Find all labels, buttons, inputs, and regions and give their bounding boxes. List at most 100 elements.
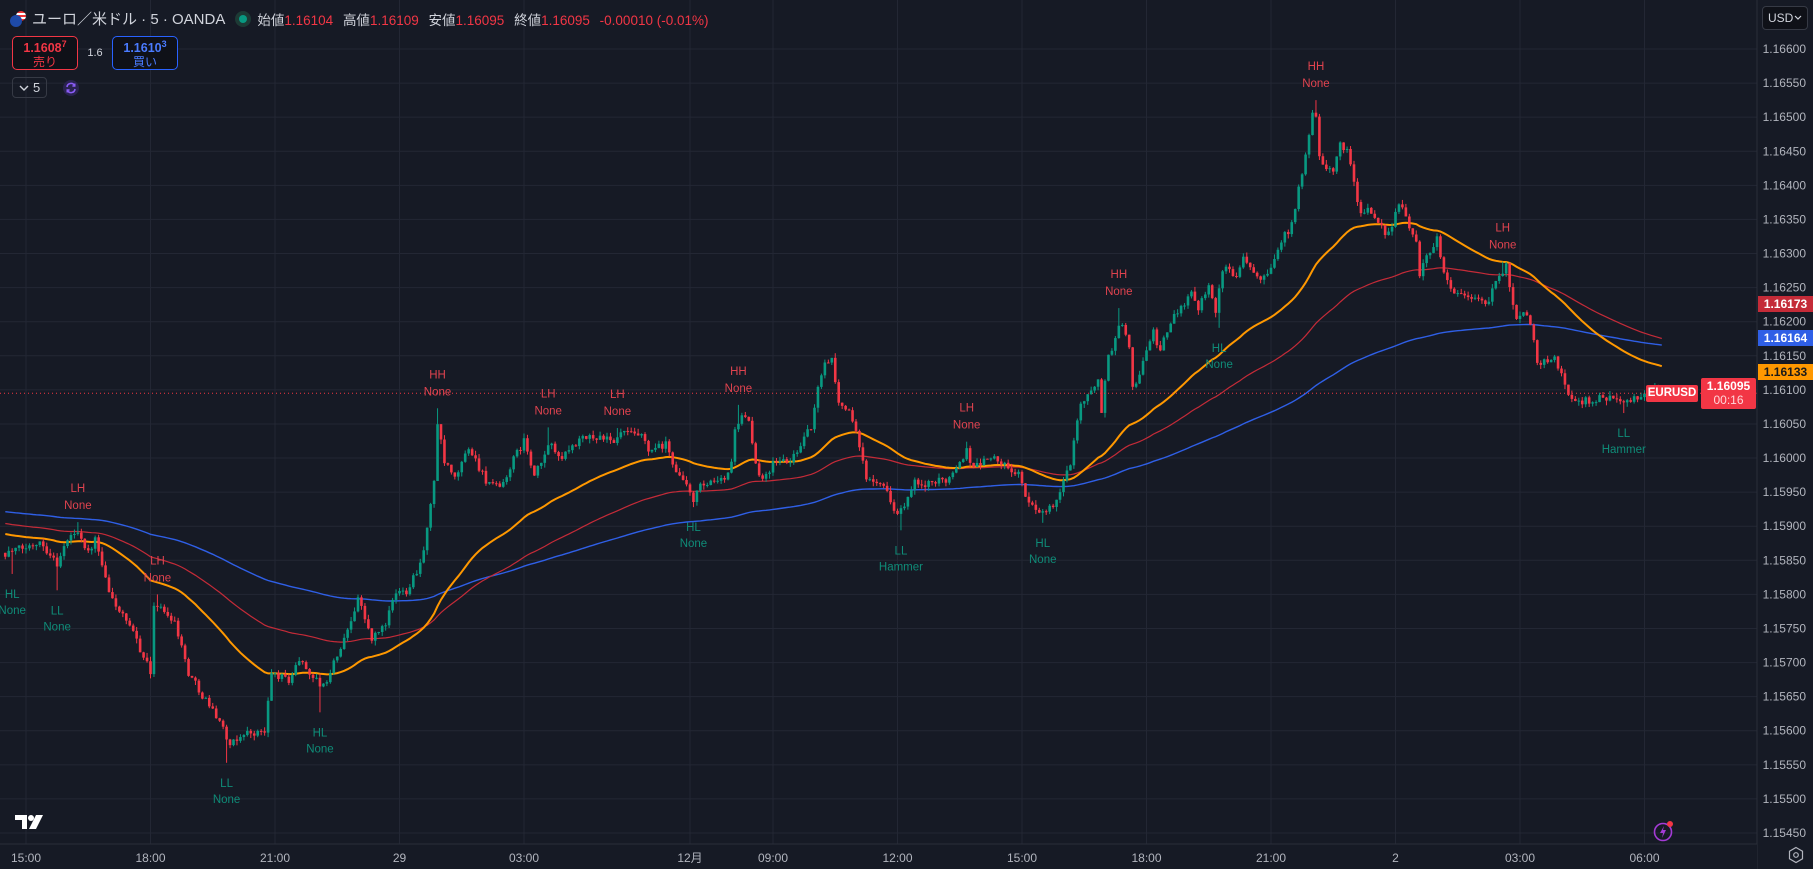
candle xyxy=(782,454,785,462)
candle xyxy=(813,404,816,433)
candle-body xyxy=(76,532,80,534)
candle-body xyxy=(1563,373,1567,385)
candle-body xyxy=(1318,116,1321,157)
swing-type: HH xyxy=(429,369,446,381)
candle-body xyxy=(31,545,35,547)
candle-body xyxy=(505,477,509,482)
candle xyxy=(118,605,121,614)
candle-body xyxy=(1411,228,1415,235)
candle-body xyxy=(159,606,163,608)
candle-body xyxy=(1428,252,1432,256)
candle-body xyxy=(474,455,477,459)
candle-body xyxy=(844,405,847,410)
candle-body xyxy=(1276,249,1280,260)
time-tick-label: 15:00 xyxy=(11,851,41,865)
candle xyxy=(1591,401,1594,407)
candle-body xyxy=(1093,386,1096,391)
candle-body xyxy=(560,456,564,459)
sync-icon[interactable] xyxy=(63,79,80,96)
time-axis[interactable] xyxy=(0,844,1757,869)
candle xyxy=(290,671,294,686)
candle xyxy=(699,482,702,493)
candle xyxy=(1065,465,1069,483)
swing-type: HH xyxy=(1308,61,1325,73)
currency-flag-icon xyxy=(10,10,26,27)
swing-type: LL xyxy=(895,545,908,557)
candle xyxy=(339,647,343,658)
candle xyxy=(1307,133,1311,159)
candle xyxy=(626,427,630,436)
candle xyxy=(975,458,979,468)
candle-body xyxy=(1491,288,1494,302)
candle-body xyxy=(197,680,201,693)
candle xyxy=(951,471,955,480)
candle-pattern: None xyxy=(306,743,334,755)
candle-body xyxy=(1017,471,1020,475)
candle xyxy=(225,724,228,763)
candle xyxy=(1318,113,1321,160)
swing-type: HL xyxy=(5,589,20,601)
ma-blue-price-label: 1.16164 xyxy=(1758,330,1813,347)
candle-body xyxy=(1511,287,1515,305)
ma-line-orange xyxy=(5,221,1663,676)
candle xyxy=(1556,355,1560,371)
symbol-title[interactable]: ユーロ／米ドル · 5 · OANDA xyxy=(32,11,226,28)
candle-body xyxy=(550,443,553,446)
swing-type: LH xyxy=(150,555,165,567)
candle-body xyxy=(930,480,934,483)
candle xyxy=(692,491,695,508)
candle-body xyxy=(1024,483,1027,497)
swing-type: LL xyxy=(1617,428,1630,440)
candle-body xyxy=(750,420,754,444)
candle xyxy=(1542,358,1546,369)
candle xyxy=(1152,327,1155,344)
candle xyxy=(1093,386,1096,393)
candle xyxy=(986,458,989,460)
candle xyxy=(927,479,930,491)
candle-body xyxy=(156,605,159,607)
swing-label: HH None xyxy=(725,366,753,395)
candle xyxy=(1304,152,1307,176)
candle-body xyxy=(176,620,180,637)
candle xyxy=(806,424,809,438)
candle xyxy=(654,443,657,453)
candle xyxy=(17,545,21,552)
currency-dropdown[interactable]: USD xyxy=(1762,6,1808,30)
buy-button[interactable]: 1.16103 買い xyxy=(112,36,178,70)
candle xyxy=(1463,290,1466,299)
candle-body xyxy=(1387,231,1390,236)
candle xyxy=(1594,400,1598,406)
sell-button[interactable]: 1.16087 売り xyxy=(12,36,78,70)
settings-icon[interactable] xyxy=(1787,846,1805,864)
candle xyxy=(474,450,477,462)
swing-label: HL None xyxy=(1029,538,1057,566)
candle-body xyxy=(62,546,66,557)
candle-body xyxy=(52,555,55,558)
candle xyxy=(968,445,972,468)
swing-label: HL None xyxy=(680,522,708,550)
candle xyxy=(1172,310,1176,324)
candle-body xyxy=(671,452,675,465)
swing-label: LL None xyxy=(213,778,241,806)
candle-body xyxy=(616,437,619,443)
indicators-toggle[interactable]: 5 xyxy=(12,77,48,98)
candle xyxy=(59,552,62,569)
candle-pattern: Hammer xyxy=(879,561,923,573)
candle-body xyxy=(1418,241,1422,277)
price-axis[interactable] xyxy=(1757,0,1813,869)
candle-body xyxy=(1608,395,1612,401)
candle-body xyxy=(207,697,211,707)
candle-body xyxy=(1452,288,1456,294)
candle-body xyxy=(661,443,664,449)
candle-body xyxy=(1186,296,1190,306)
candle xyxy=(574,443,578,447)
candle-body xyxy=(1079,403,1083,421)
candle-body xyxy=(747,416,751,421)
lightning-alert-icon[interactable] xyxy=(1653,820,1675,842)
candle xyxy=(159,603,163,609)
tradingview-logo-icon[interactable] xyxy=(14,812,48,832)
candle xyxy=(401,587,405,596)
price-tick-label: 1.15900 xyxy=(1763,519,1807,533)
candle xyxy=(80,528,83,543)
